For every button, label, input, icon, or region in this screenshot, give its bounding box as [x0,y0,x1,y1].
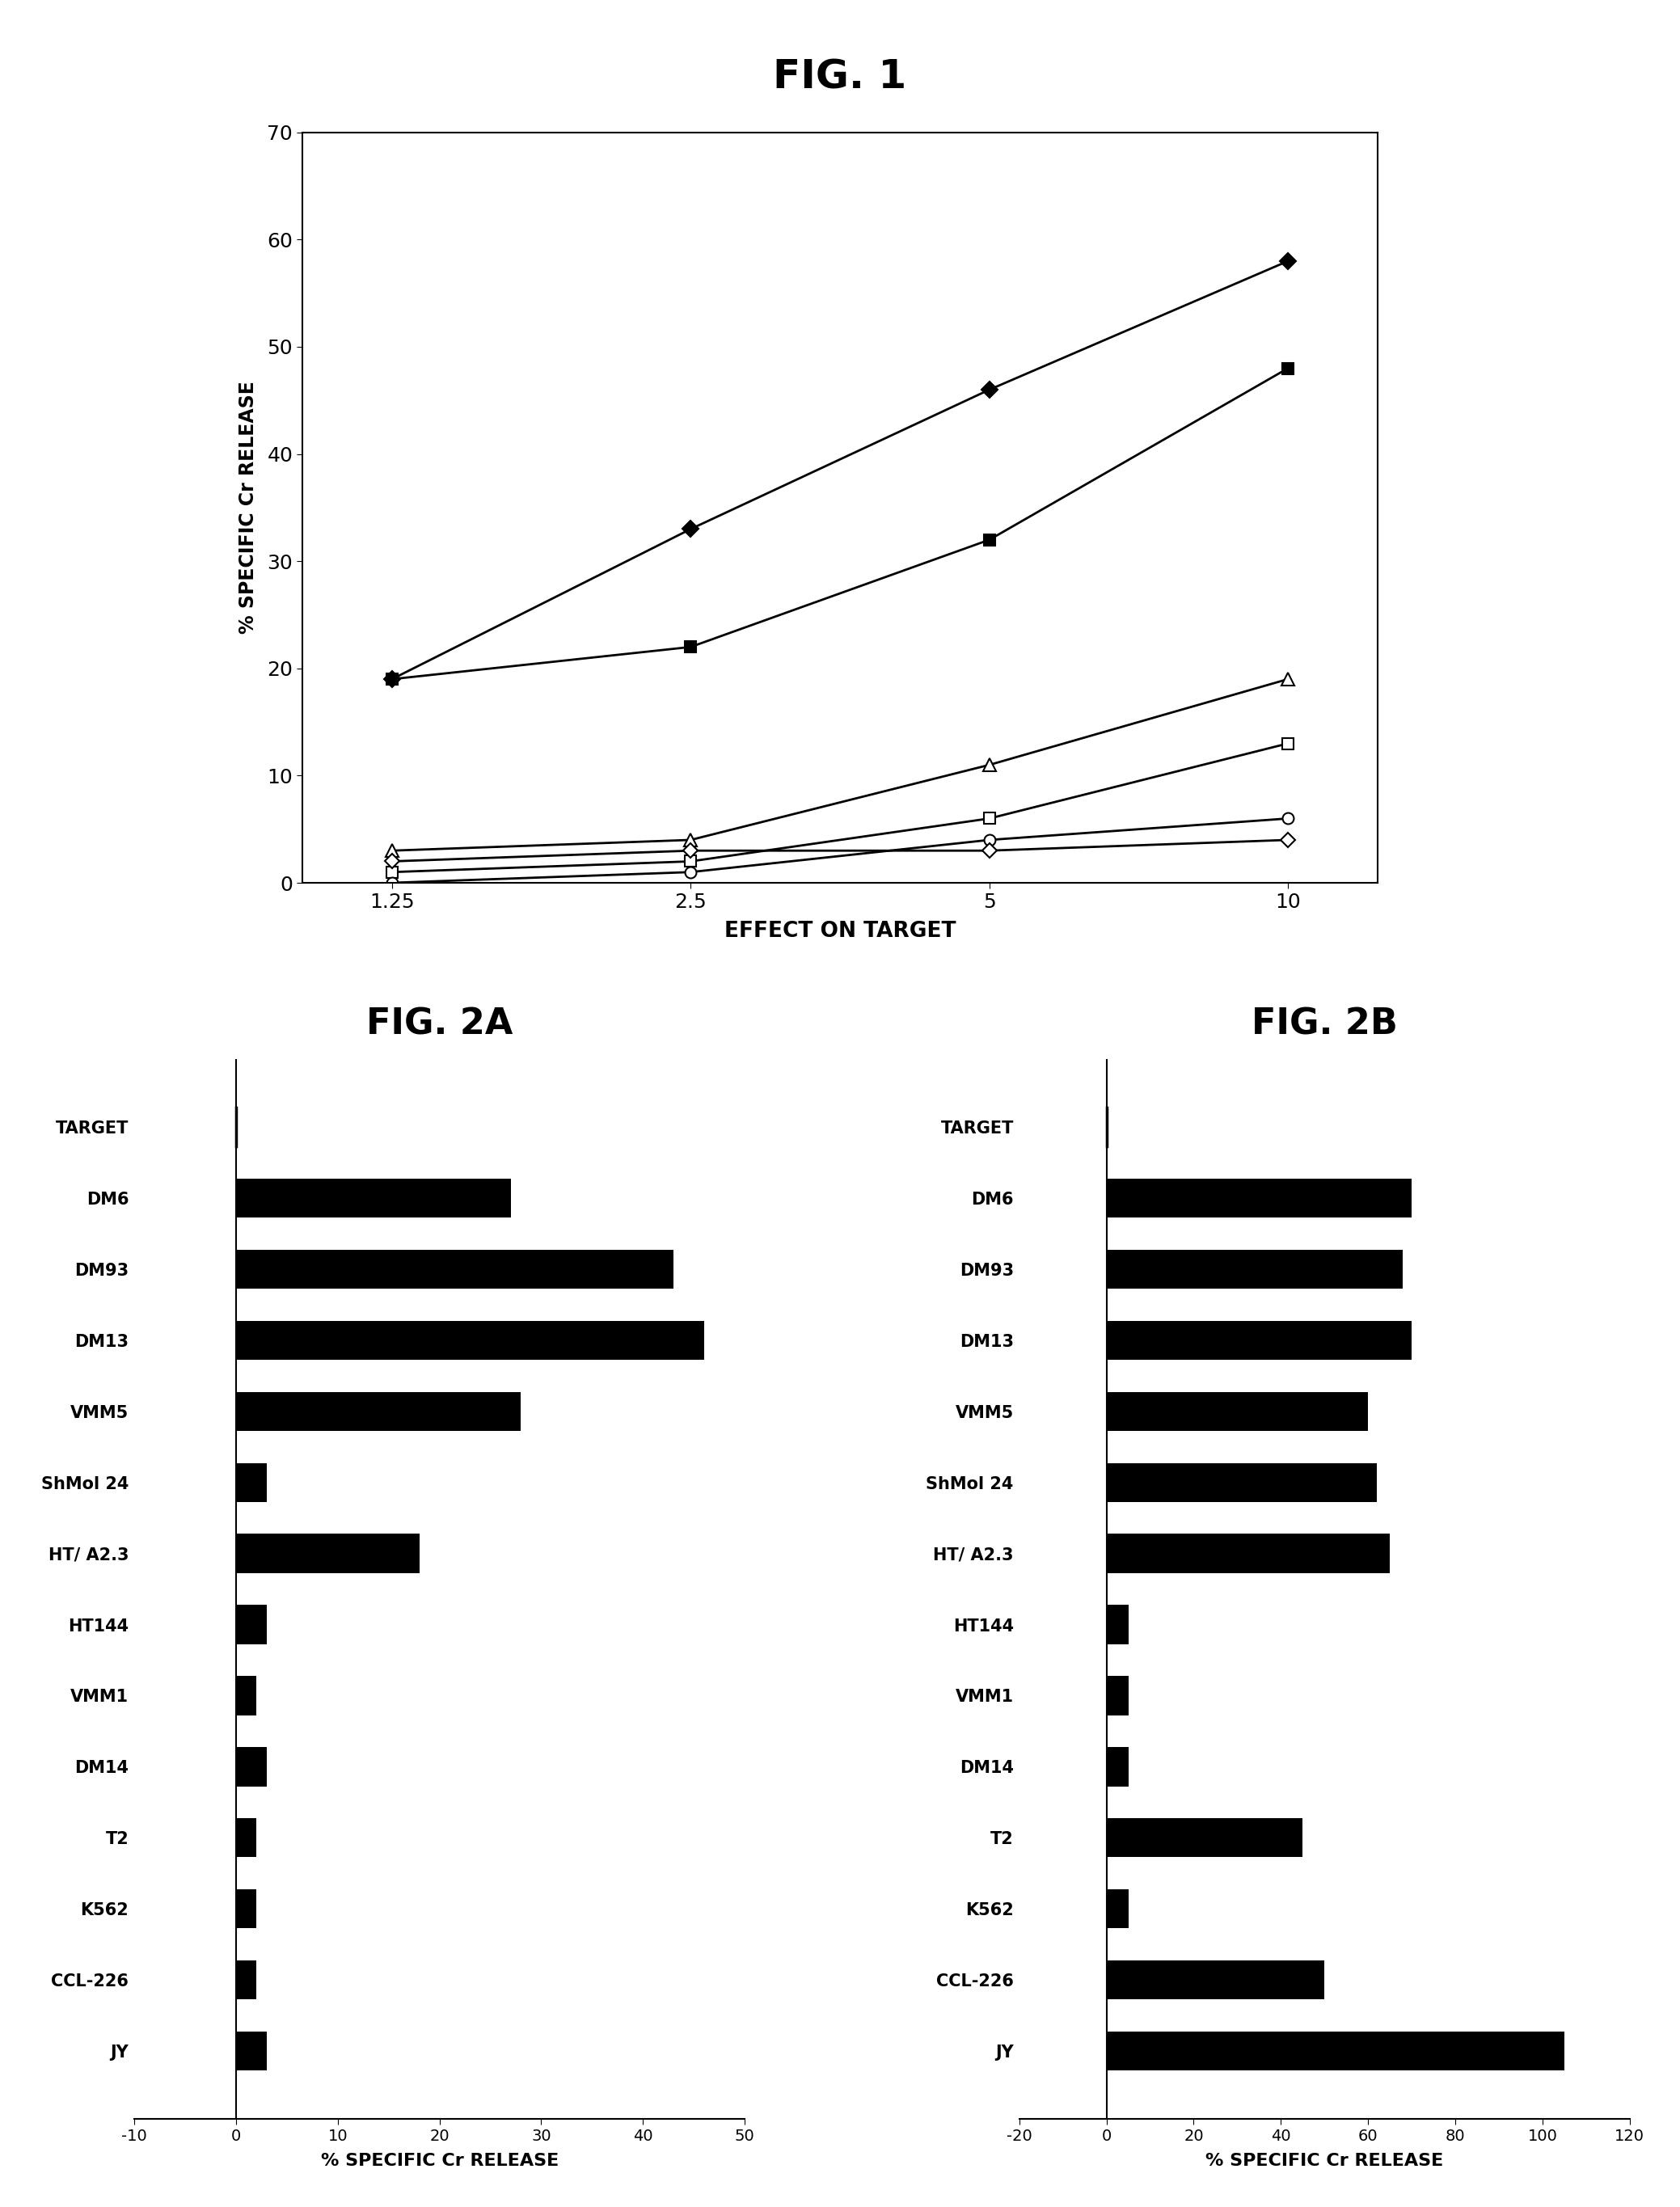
Bar [1107,1320,1411,1360]
Bar [1107,1179,1411,1218]
X-axis label: % SPECIFIC Cr RELEASE: % SPECIFIC Cr RELEASE [321,2152,558,2169]
Text: FIG. 1: FIG. 1 [773,57,907,97]
Title: FIG. 2B: FIG. 2B [1252,1006,1398,1042]
Bar [237,1249,674,1289]
Bar [237,1960,257,2000]
Bar [237,1748,267,1785]
Title: FIG. 2A: FIG. 2A [366,1006,512,1042]
Bar [1107,1463,1378,1503]
Y-axis label: % SPECIFIC Cr RELEASE: % SPECIFIC Cr RELEASE [239,382,259,633]
Bar [237,1889,257,1929]
Bar [237,1604,267,1644]
Bar [237,1534,420,1574]
Bar [1107,1889,1129,1929]
X-axis label: EFFECT ON TARGET: EFFECT ON TARGET [724,920,956,942]
X-axis label: % SPECIFIC Cr RELEASE: % SPECIFIC Cr RELEASE [1206,2152,1443,2169]
Bar [237,1675,257,1715]
Bar [237,1179,511,1218]
Bar [1107,1748,1129,1785]
Bar [237,1819,257,1858]
Bar [1107,1604,1129,1644]
Bar [1107,1819,1302,1858]
Bar [1107,1675,1129,1715]
Bar [1107,1960,1324,2000]
Bar [237,1463,267,1503]
Bar [237,1393,521,1430]
Bar [237,2030,267,2070]
Bar [237,1320,704,1360]
Bar [1107,1249,1403,1289]
Bar [1107,1393,1368,1430]
Bar [1107,2030,1564,2070]
Bar [1107,1534,1389,1574]
